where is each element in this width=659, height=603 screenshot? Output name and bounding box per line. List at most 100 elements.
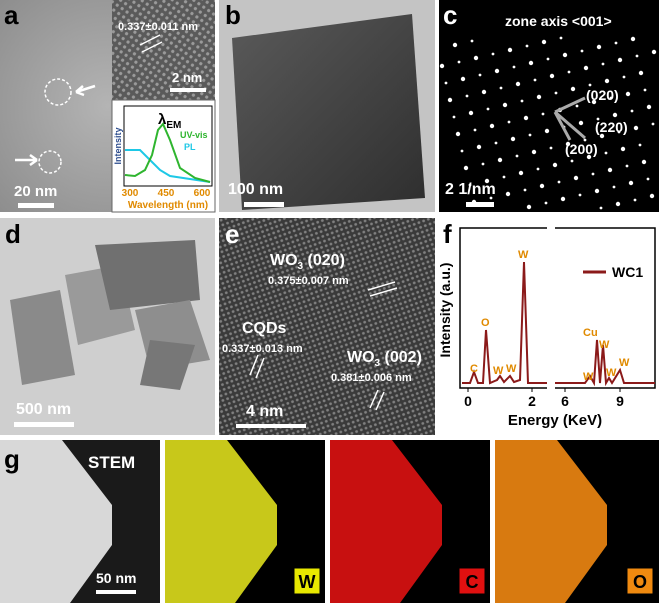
scale-bar — [236, 424, 306, 428]
spot — [507, 120, 511, 124]
spot — [505, 191, 511, 197]
spot — [489, 123, 495, 129]
spot — [646, 104, 652, 110]
spot — [622, 75, 626, 79]
spot — [614, 41, 618, 45]
arrow — [75, 84, 96, 97]
peak-label: O — [481, 317, 490, 329]
spot — [633, 198, 637, 202]
panel-label: b — [225, 0, 241, 30]
scale-label: 2 1/nm — [445, 181, 496, 198]
spot — [651, 122, 655, 126]
spot — [573, 175, 579, 181]
spot — [583, 138, 587, 142]
zone-axis-label: zone axis <001> — [505, 13, 612, 29]
particle — [165, 440, 277, 603]
scale-bar — [18, 203, 54, 208]
spot — [630, 36, 636, 42]
map-label: W — [299, 572, 316, 592]
map-tag — [458, 567, 486, 595]
spot — [649, 193, 655, 199]
spot — [491, 52, 495, 56]
phase-label: WO3 (002) — [347, 349, 422, 369]
spot — [591, 99, 597, 105]
spot — [641, 159, 647, 165]
spot — [494, 141, 498, 145]
spot — [604, 78, 610, 84]
spot — [560, 196, 566, 202]
scale-bar — [96, 590, 136, 594]
spot — [607, 167, 613, 173]
spot — [528, 60, 534, 66]
spot — [541, 112, 545, 116]
map-tag — [293, 567, 321, 595]
hrtem-inset — [112, 0, 215, 100]
marker-circle — [38, 150, 62, 174]
spot — [499, 86, 503, 90]
spot — [489, 196, 493, 200]
spot — [452, 115, 456, 119]
spot — [612, 112, 618, 118]
y-axis-label: Intensity — [113, 127, 123, 164]
spot — [481, 162, 485, 166]
spot — [460, 149, 464, 153]
hrtem-image — [219, 218, 435, 435]
lattice-lines — [139, 34, 163, 53]
nanosheet — [95, 240, 200, 310]
scale-label: 4 nm — [246, 403, 283, 420]
spectrum — [462, 261, 655, 387]
legend-label: PL — [184, 142, 196, 152]
spot — [536, 94, 542, 100]
spot — [515, 154, 519, 158]
spot — [599, 133, 605, 139]
spot — [580, 49, 584, 53]
peak-label: C — [470, 363, 478, 375]
spot — [617, 57, 623, 63]
peak-label: W — [493, 365, 504, 377]
spot — [578, 193, 582, 197]
spot — [625, 164, 629, 168]
peak-label: W — [599, 339, 610, 351]
spot — [468, 183, 472, 187]
spot — [539, 183, 545, 189]
legend-label: WC1 — [612, 264, 643, 280]
peak-label: W — [583, 371, 594, 383]
spot — [604, 151, 608, 155]
spot — [518, 170, 524, 176]
spot — [484, 178, 490, 184]
plane: (020) — [303, 252, 345, 269]
spot — [638, 143, 642, 147]
x-tick-label: 600 — [194, 188, 211, 199]
spot — [633, 125, 639, 131]
spot — [463, 165, 469, 171]
x-tick-label: 300 — [122, 188, 139, 199]
spot — [515, 81, 521, 87]
spot — [575, 104, 579, 108]
spot-label: (220) — [595, 119, 628, 135]
spot — [447, 97, 453, 103]
panel-c: c zone axis <001> (020) (220) (200) 2 1/… — [439, 0, 659, 212]
spot-label: (200) — [565, 141, 598, 157]
spot — [476, 144, 482, 150]
spot — [586, 154, 592, 160]
spot — [562, 52, 568, 58]
panel-label: a — [4, 0, 19, 30]
panel-d: d 500 nm — [0, 218, 215, 435]
spot — [549, 146, 553, 150]
spot — [502, 175, 506, 179]
scale-label: 2 nm — [172, 70, 202, 85]
formula: WO — [270, 252, 298, 269]
panel-f: f Intensity (a.u.) 0 2 6 9 Energy (KeV) … — [437, 218, 659, 435]
inset-chart — [111, 99, 216, 213]
annotation-symbol: λ — [158, 111, 167, 128]
scale-label: 20 nm — [14, 183, 57, 200]
spot — [601, 62, 605, 66]
spot — [596, 44, 602, 50]
spot — [591, 172, 595, 176]
spot — [567, 70, 571, 74]
nanosheet — [232, 14, 425, 210]
x-tick-label: 9 — [616, 393, 624, 409]
panel-e: e WO3 (020) 0.375±0.007 nm CQDs 0.337±0.… — [219, 218, 435, 435]
spot — [546, 57, 550, 61]
